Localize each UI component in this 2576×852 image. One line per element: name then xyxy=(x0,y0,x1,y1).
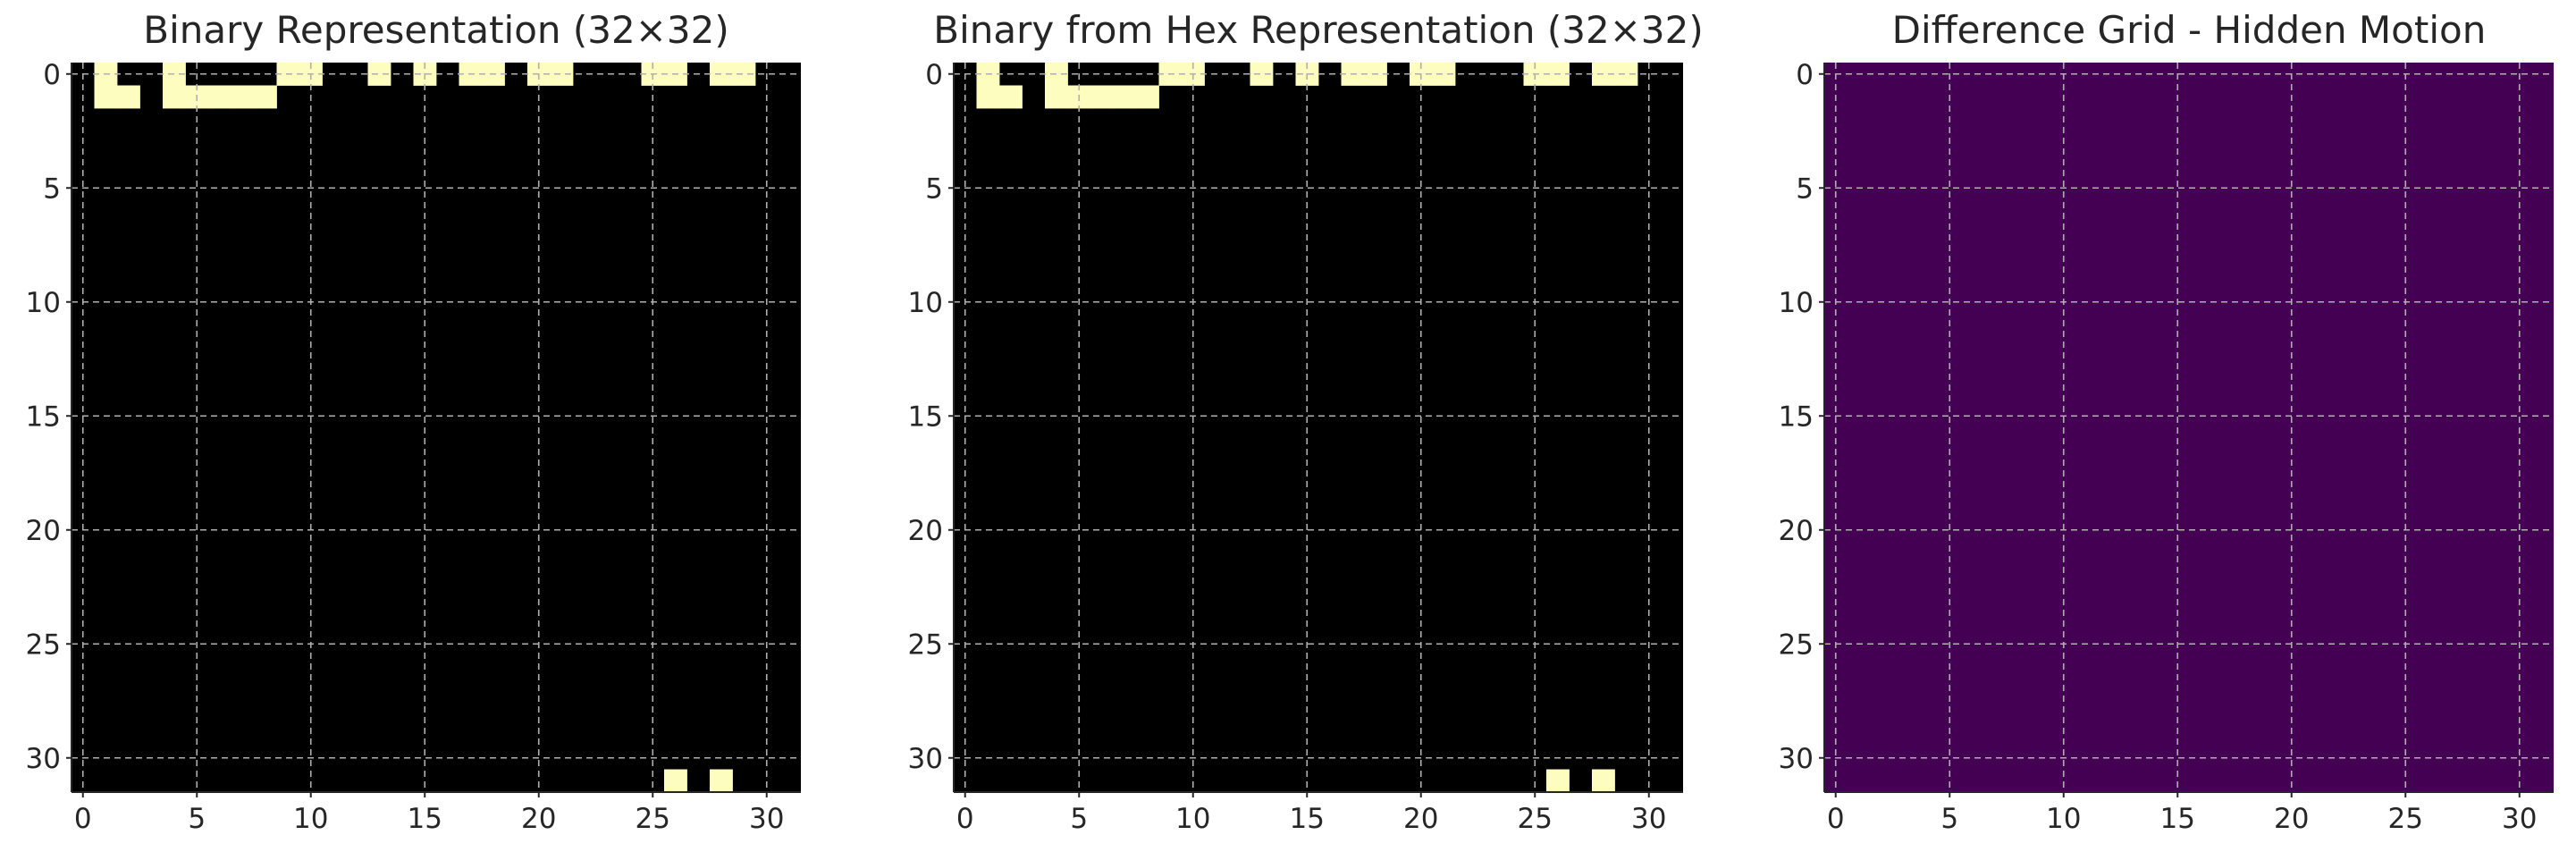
x-tick-label: 30 xyxy=(1631,803,1666,835)
panel-binary-from-hex: Binary from Hex Representation (32×32) 0… xyxy=(908,8,1704,835)
y-tick-label: 15 xyxy=(26,401,61,433)
y-tick-label: 0 xyxy=(1796,59,1814,91)
chart-title: Difference Grid - Hidden Motion xyxy=(1892,8,2487,52)
y-tick-label: 25 xyxy=(908,628,943,661)
heatmap-cell xyxy=(1592,769,1615,793)
heatmap-background xyxy=(1824,63,2554,792)
heatmap-background xyxy=(72,63,801,792)
y-tick-label: 10 xyxy=(26,287,61,319)
y-tick-label: 15 xyxy=(1779,401,1814,433)
heatmap-cell xyxy=(1546,769,1570,793)
heatmap-cell xyxy=(976,85,1000,109)
y-tick-label: 30 xyxy=(1779,743,1814,775)
x-tick-label: 15 xyxy=(1290,803,1325,835)
panel-binary-representation: Binary Representation (32×32) 0 5 10 15 20 25… xyxy=(26,8,801,835)
y-tick-label: 10 xyxy=(908,287,943,319)
y-tick-label: 5 xyxy=(925,173,943,205)
x-tick-label: 25 xyxy=(2388,803,2423,835)
y-tick-label: 0 xyxy=(925,59,943,91)
x-tick-label: 0 xyxy=(74,803,92,835)
heatmap-cell xyxy=(94,85,118,109)
heatmap-cell xyxy=(254,85,277,109)
y-tick-label: 5 xyxy=(1796,173,1814,205)
x-tick-label: 25 xyxy=(1518,803,1553,835)
x-tick-label: 15 xyxy=(2160,803,2195,835)
heatmap-cell xyxy=(1113,85,1137,109)
x-tick-label: 10 xyxy=(2046,803,2081,835)
x-tick-label: 20 xyxy=(1403,803,1438,835)
heatmap-cell xyxy=(664,769,687,793)
heatmap-cell xyxy=(163,85,186,109)
x-tick-label: 25 xyxy=(636,803,670,835)
y-tick-label: 20 xyxy=(1779,515,1814,547)
x-tick-label: 10 xyxy=(1175,803,1210,835)
y-tick-label: 5 xyxy=(43,173,61,205)
heatmap-background xyxy=(954,63,1683,792)
y-tick-label: 10 xyxy=(1779,287,1814,319)
y-tick-label: 25 xyxy=(26,628,61,661)
chart-title: Binary from Hex Representation (32×32) xyxy=(933,8,1703,52)
heatmap-cell xyxy=(1045,85,1068,109)
y-tick-label: 30 xyxy=(908,743,943,775)
heatmap-cell xyxy=(1136,85,1159,109)
heatmap-cell xyxy=(1090,85,1114,109)
y-tick-label: 25 xyxy=(1779,628,1814,661)
y-tick-label: 20 xyxy=(908,515,943,547)
x-tick-label: 0 xyxy=(1827,803,1845,835)
x-tick-label: 0 xyxy=(956,803,974,835)
x-tick-label: 30 xyxy=(749,803,784,835)
y-tick-label: 15 xyxy=(908,401,943,433)
heatmap-cell xyxy=(710,769,733,793)
x-tick-label: 5 xyxy=(1070,803,1088,835)
x-tick-label: 20 xyxy=(521,803,556,835)
x-tick-label: 5 xyxy=(1940,803,1958,835)
x-tick-label: 20 xyxy=(2274,803,2309,835)
x-tick-label: 30 xyxy=(2502,803,2537,835)
heatmap-cell xyxy=(117,85,140,109)
y-tick-label: 30 xyxy=(26,743,61,775)
heatmap-cell xyxy=(231,85,255,109)
y-tick-label: 0 xyxy=(43,59,61,91)
x-tick-label: 15 xyxy=(408,803,442,835)
chart-title: Binary Representation (32×32) xyxy=(143,8,729,52)
x-tick-label: 10 xyxy=(293,803,328,835)
y-tick-label: 20 xyxy=(26,515,61,547)
panel-difference-grid: Difference Grid - Hidden Motion 0 5 10 15 20… xyxy=(1779,8,2554,835)
heatmap-cell xyxy=(999,85,1023,109)
heatmap-cell xyxy=(208,85,232,109)
x-tick-label: 5 xyxy=(188,803,206,835)
